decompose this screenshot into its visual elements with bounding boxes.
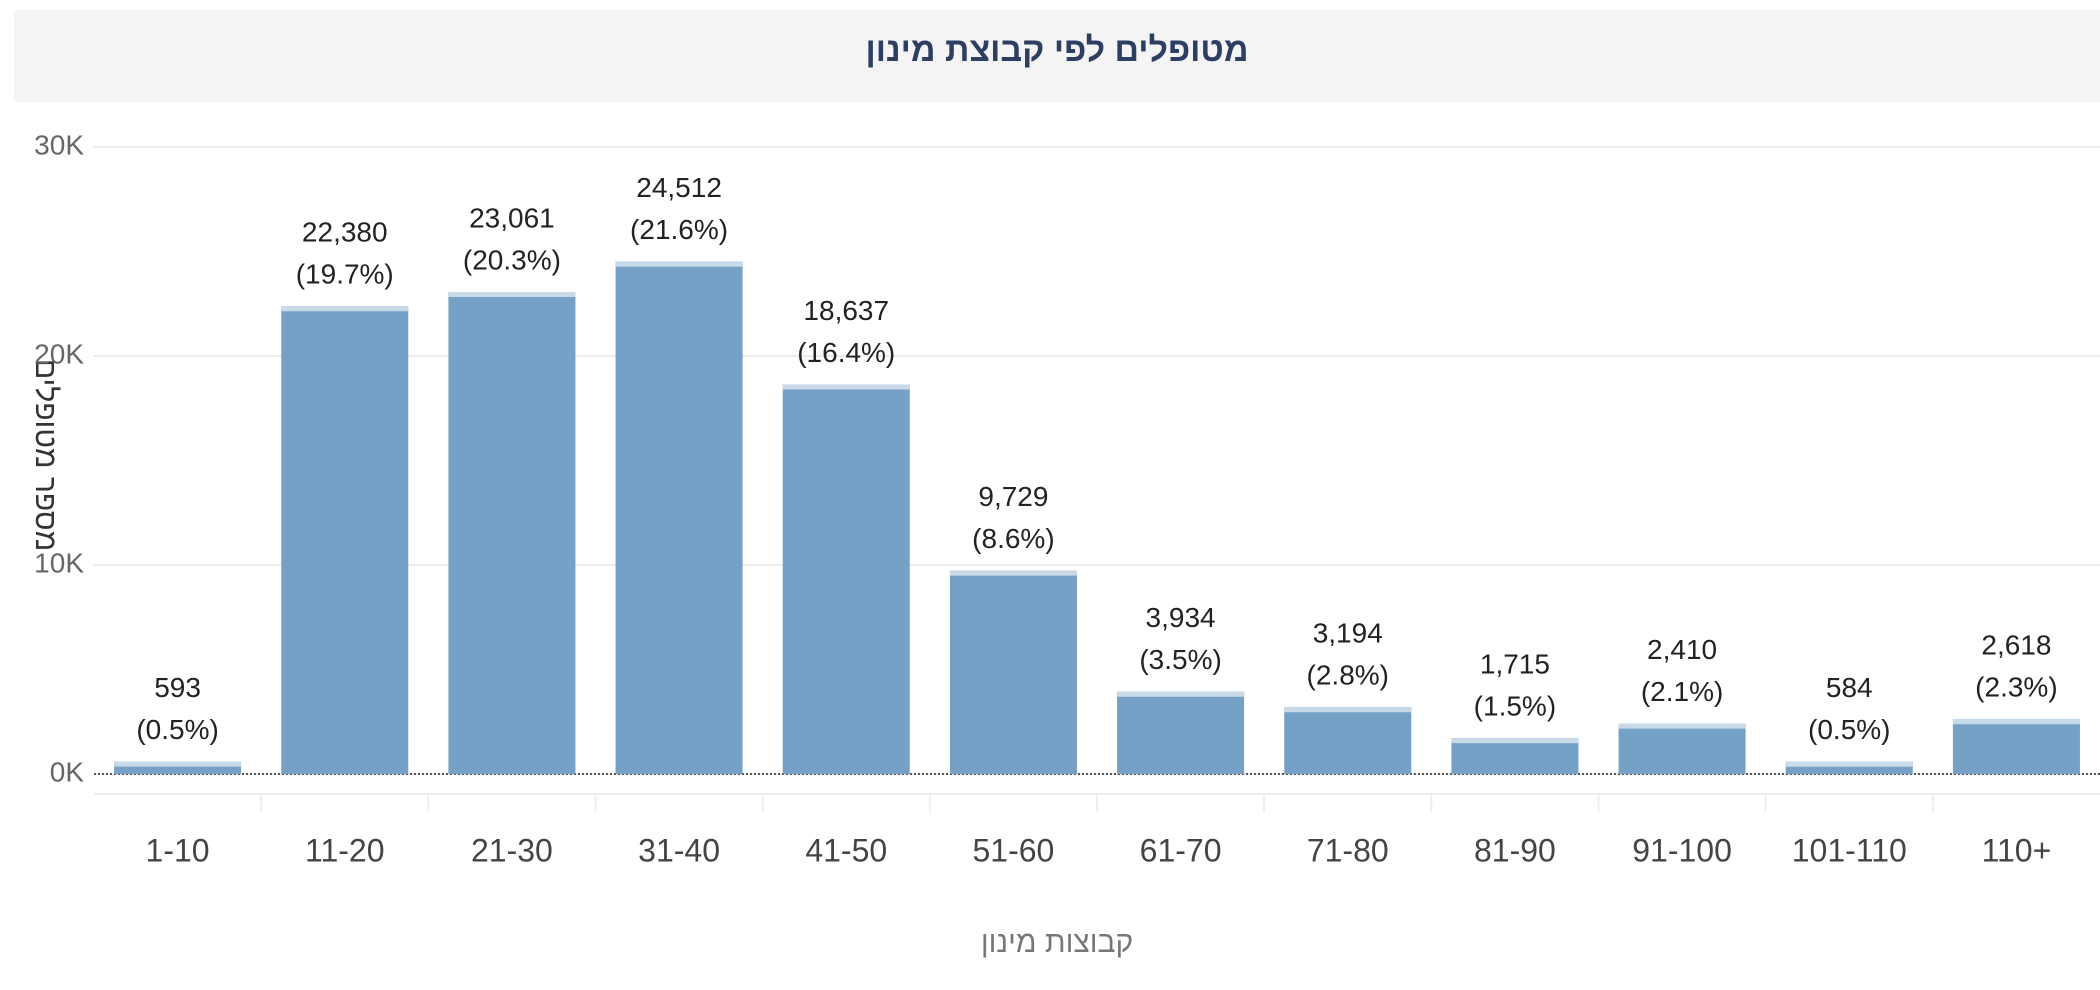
share-label: (1.5%) <box>1474 691 1556 722</box>
share-label: (21.6%) <box>630 214 728 245</box>
x-tick-label: 110+ <box>1982 832 2052 868</box>
share-label: (2.8%) <box>1307 660 1389 691</box>
share-label: (8.6%) <box>972 523 1054 554</box>
share-label: (2.3%) <box>1975 672 2057 703</box>
value-label: 23,061 <box>469 202 555 233</box>
share-label: (0.5%) <box>136 714 218 745</box>
y-tick-label: 0K <box>50 756 85 787</box>
x-tick-label: 101-110 <box>1792 832 1907 868</box>
bar-highlight <box>281 306 409 312</box>
bar <box>1117 691 1245 774</box>
value-label: 3,934 <box>1146 602 1216 633</box>
bar <box>949 570 1077 774</box>
bar <box>448 292 576 774</box>
bar <box>615 261 743 774</box>
x-tick-label: 71-80 <box>1307 832 1389 868</box>
x-tick-label: 31-40 <box>638 832 720 868</box>
bar-highlight <box>114 761 242 767</box>
y-axis-title: מספר מטופלים <box>29 359 62 551</box>
y-tick-label: 30K <box>34 129 84 160</box>
title-bar <box>14 10 2100 102</box>
value-label: 9,729 <box>978 481 1048 512</box>
share-label: (3.5%) <box>1139 644 1221 675</box>
value-label: 18,637 <box>803 295 889 326</box>
x-tick-label: 1-10 <box>146 832 210 868</box>
share-label: (19.7%) <box>296 259 394 290</box>
x-tick-label: 41-50 <box>805 832 887 868</box>
share-label: (20.3%) <box>463 244 561 275</box>
bar-highlight <box>1785 761 1913 767</box>
x-tick-label: 91-100 <box>1632 832 1732 868</box>
y-tick-label: 20K <box>34 338 84 369</box>
x-tick-label: 21-30 <box>471 832 553 868</box>
value-label: 22,380 <box>302 217 388 248</box>
bar-highlight <box>1117 691 1245 697</box>
x-tick-label: 61-70 <box>1140 832 1222 868</box>
value-label: 3,194 <box>1313 618 1383 649</box>
value-label: 24,512 <box>636 172 722 203</box>
bar-highlight <box>1451 738 1579 744</box>
value-label: 1,715 <box>1480 649 1550 680</box>
x-tick-label: 81-90 <box>1474 832 1556 868</box>
share-label: (2.1%) <box>1641 676 1723 707</box>
bar-highlight <box>1284 707 1412 713</box>
bar <box>1618 723 1746 774</box>
share-label: (0.5%) <box>1808 714 1890 745</box>
bar <box>281 306 409 774</box>
x-tick-label: 11-20 <box>305 832 384 868</box>
bar-highlight <box>782 384 910 390</box>
bar <box>1952 719 2080 774</box>
value-label: 593 <box>154 672 201 703</box>
bar-highlight <box>1952 719 2080 725</box>
value-label: 584 <box>1826 672 1873 703</box>
bar <box>782 384 910 774</box>
bar-highlight <box>949 570 1077 576</box>
x-tick-label: 51-60 <box>972 832 1054 868</box>
x-axis-title: קבוצות מינון <box>981 926 1133 959</box>
y-tick-label: 10K <box>34 547 84 578</box>
bar <box>1451 738 1579 774</box>
value-label: 2,410 <box>1647 634 1717 665</box>
bar-highlight <box>1618 723 1746 729</box>
bar-highlight <box>615 261 743 267</box>
value-label: 2,618 <box>1981 630 2051 661</box>
chart-title: מטופלים לפי קבוצת מינון <box>865 31 1248 69</box>
share-label: (16.4%) <box>797 337 895 368</box>
bar <box>1284 707 1412 774</box>
bar-highlight <box>448 292 576 298</box>
